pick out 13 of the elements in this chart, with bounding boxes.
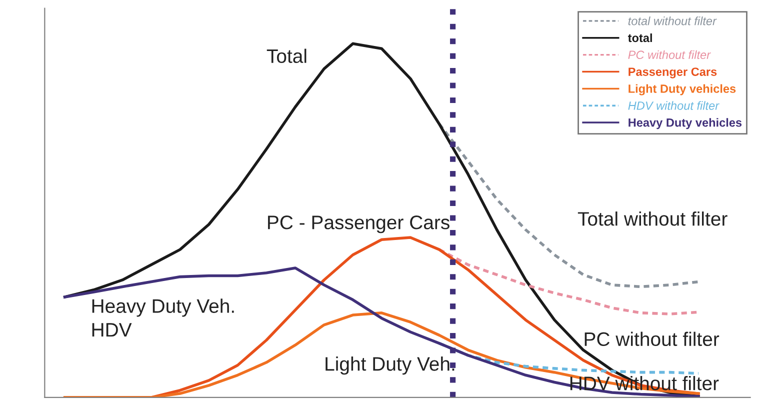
annotation: PC without filter xyxy=(584,332,720,346)
legend-label: HDV without filter xyxy=(628,101,720,110)
annotation: Total without filter xyxy=(578,211,728,226)
legend-label: total without filter xyxy=(628,16,717,26)
legend-label: Light Duty vehicles xyxy=(628,84,736,96)
legend-label: Passenger Cars xyxy=(628,68,717,78)
annotation: Heavy Duty Veh. HDV xyxy=(92,298,234,337)
legend-label: total xyxy=(628,33,652,42)
annotation: Total xyxy=(266,48,306,64)
legend-label: Heavy Duty vehicles xyxy=(628,118,742,130)
annotation: Light Duty Veh. xyxy=(326,356,454,375)
legend-label: PC without filter xyxy=(628,50,711,60)
annotation: PC - Passenger Cars xyxy=(268,216,450,234)
